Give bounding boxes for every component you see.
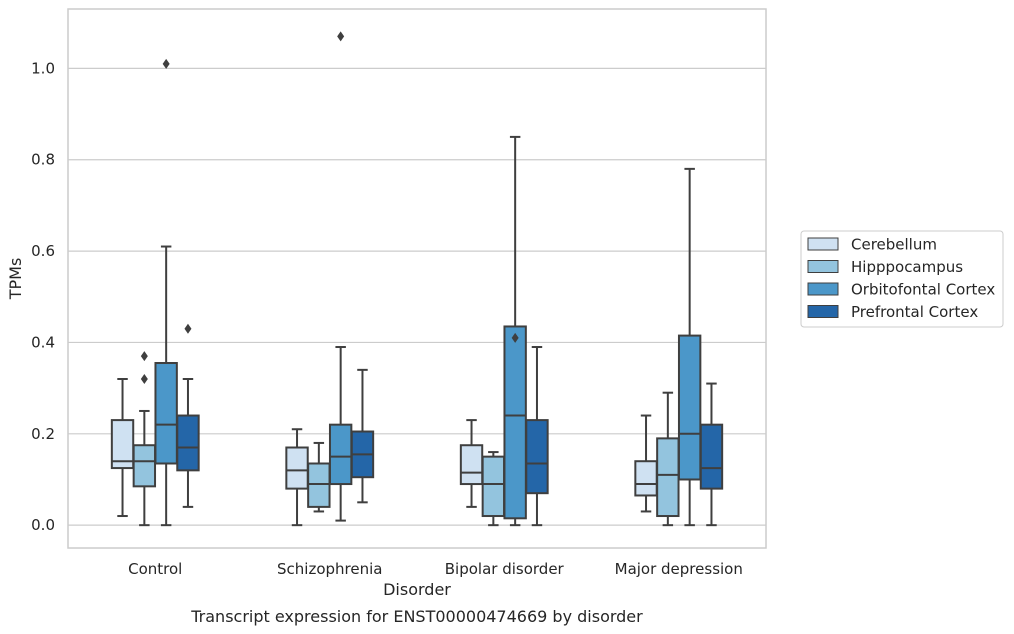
legend-label: Cerebellum (851, 236, 937, 254)
x-axis: Control Schizophrenia Bipolar disorder Majo… (128, 560, 743, 578)
y-axis-label: TPMs (6, 258, 25, 301)
outlier-point (511, 332, 519, 343)
outlier-point (337, 31, 345, 42)
box (459, 444, 484, 486)
box (699, 423, 724, 490)
outlier-point (162, 58, 170, 69)
y-tick-label: 0.0 (31, 516, 55, 534)
x-tick-label: Schizophrenia (277, 560, 382, 578)
legend-swatch (807, 260, 839, 273)
y-tick-label: 1.0 (31, 59, 55, 77)
legend-frame (800, 230, 1004, 328)
plot-frame (67, 8, 767, 549)
y-axis: 0.0 0.2 0.4 0.6 0.8 1.0 (31, 59, 55, 534)
legend-label: Prefrontal Cortex (851, 303, 978, 321)
outlier-point (184, 323, 192, 334)
box (634, 460, 658, 497)
legend-swatch (807, 237, 839, 251)
box (176, 414, 200, 472)
box (503, 325, 527, 520)
box (285, 446, 309, 490)
legend-label: Orbitofontal Cortex (851, 281, 995, 299)
legend-swatch (807, 305, 839, 318)
outlier-point (140, 373, 148, 384)
box (328, 423, 353, 486)
y-tick-label: 0.6 (31, 242, 55, 260)
chart-caption: Transcript expression for ENST0000047466… (190, 607, 643, 626)
box (154, 362, 178, 465)
box (132, 444, 157, 488)
box (110, 419, 135, 470)
legend-swatch (807, 282, 839, 296)
y-tick-label: 0.2 (31, 425, 55, 443)
x-axis-label: Disorder (383, 580, 451, 599)
x-tick-label: Major depression (615, 560, 743, 578)
box (307, 462, 331, 508)
x-tick-label: Bipolar disorder (445, 560, 565, 578)
box (525, 419, 549, 495)
box (656, 437, 680, 518)
x-tick-label: Control (128, 560, 182, 578)
y-tick-label: 0.8 (31, 151, 55, 169)
y-tick-label: 0.4 (31, 333, 55, 351)
box (677, 334, 702, 481)
legend-label: Hipppocampus (851, 258, 963, 276)
legend: Cerebellum Hipppocampus Orbitofontal Corte… (800, 230, 1004, 328)
box-series (110, 31, 724, 527)
outlier-point (140, 351, 148, 362)
box (481, 455, 506, 518)
